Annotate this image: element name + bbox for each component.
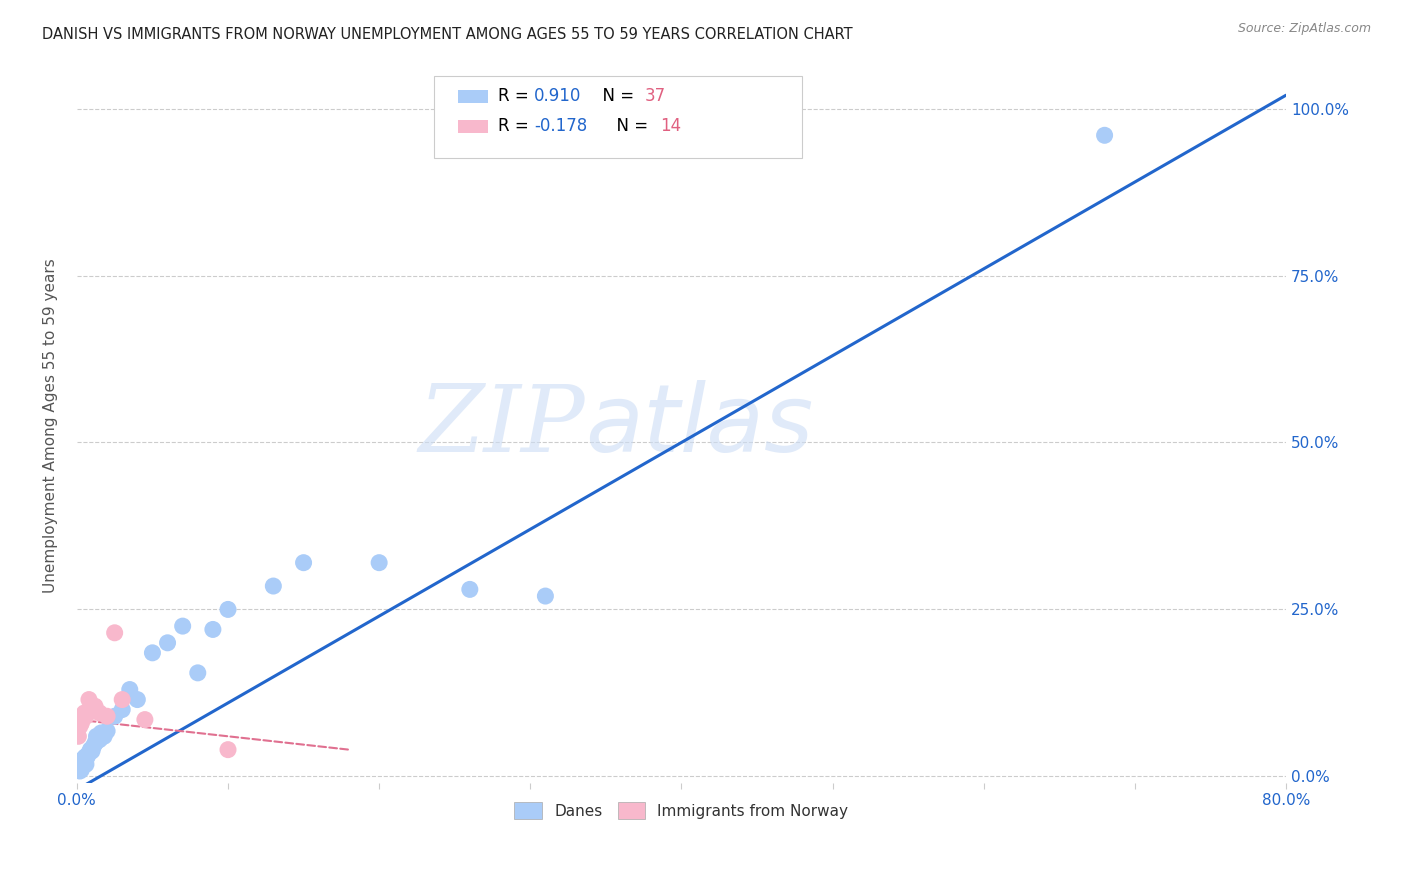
Text: R =: R = (498, 87, 534, 105)
Text: Source: ZipAtlas.com: Source: ZipAtlas.com (1237, 22, 1371, 36)
Point (77, 746, 100, 760)
Point (217, 602, 239, 616)
Point (141, 646, 163, 660)
Point (70, 715, 93, 730)
Text: N =: N = (592, 87, 640, 105)
Text: 14: 14 (659, 118, 681, 136)
Text: -0.178: -0.178 (534, 118, 588, 136)
Text: N =: N = (606, 118, 654, 136)
Point (104, 625, 127, 640)
Point (156, 636, 179, 650)
Point (118, 682, 141, 697)
Text: R =: R = (498, 118, 534, 136)
Point (104, 709, 127, 723)
Point (67, 729, 90, 743)
Point (1094, 128, 1116, 143)
Point (89, 706, 111, 720)
FancyBboxPatch shape (433, 76, 803, 158)
Point (187, 665, 209, 680)
Legend: Danes, Immigrants from Norway: Danes, Immigrants from Norway (509, 796, 855, 825)
Point (73, 755, 96, 769)
Point (111, 692, 134, 706)
Point (172, 619, 194, 633)
Text: 0.910: 0.910 (534, 87, 581, 105)
Point (80, 744, 103, 758)
Point (534, 589, 557, 603)
Point (86, 734, 108, 748)
Point (69, 719, 91, 733)
Point (262, 579, 284, 593)
Point (93, 729, 115, 743)
Text: ZIP: ZIP (418, 381, 585, 471)
Point (96, 709, 118, 723)
Text: 37: 37 (645, 87, 666, 105)
Bar (458, 90, 488, 103)
Point (70, 759, 93, 773)
Point (70, 763, 93, 777)
Point (292, 556, 315, 570)
Point (201, 623, 224, 637)
Point (368, 556, 391, 570)
Point (89, 732, 111, 747)
Point (75, 749, 97, 764)
Point (77, 692, 100, 706)
Point (134, 713, 156, 727)
Point (111, 702, 134, 716)
Point (86, 729, 108, 743)
Point (458, 582, 481, 597)
Point (73, 750, 96, 764)
Text: DANISH VS IMMIGRANTS FROM NORWAY UNEMPLOYMENT AMONG AGES 55 TO 59 YEARS CORRELAT: DANISH VS IMMIGRANTS FROM NORWAY UNEMPLO… (42, 27, 853, 42)
Point (96, 723, 118, 738)
Bar (458, 120, 488, 133)
Text: atlas: atlas (585, 380, 813, 471)
Point (76, 749, 98, 764)
Point (84, 736, 107, 750)
Point (84, 699, 107, 714)
Y-axis label: Unemployment Among Ages 55 to 59 years: Unemployment Among Ages 55 to 59 years (44, 259, 58, 593)
Point (75, 709, 97, 723)
Point (80, 702, 103, 716)
Point (127, 692, 149, 706)
Point (72, 753, 94, 767)
Point (79, 742, 101, 756)
Point (72, 756, 94, 770)
Point (75, 757, 97, 772)
Point (90, 726, 112, 740)
Point (73, 706, 96, 720)
Point (217, 742, 239, 756)
Point (69, 764, 91, 778)
Point (82, 739, 104, 754)
